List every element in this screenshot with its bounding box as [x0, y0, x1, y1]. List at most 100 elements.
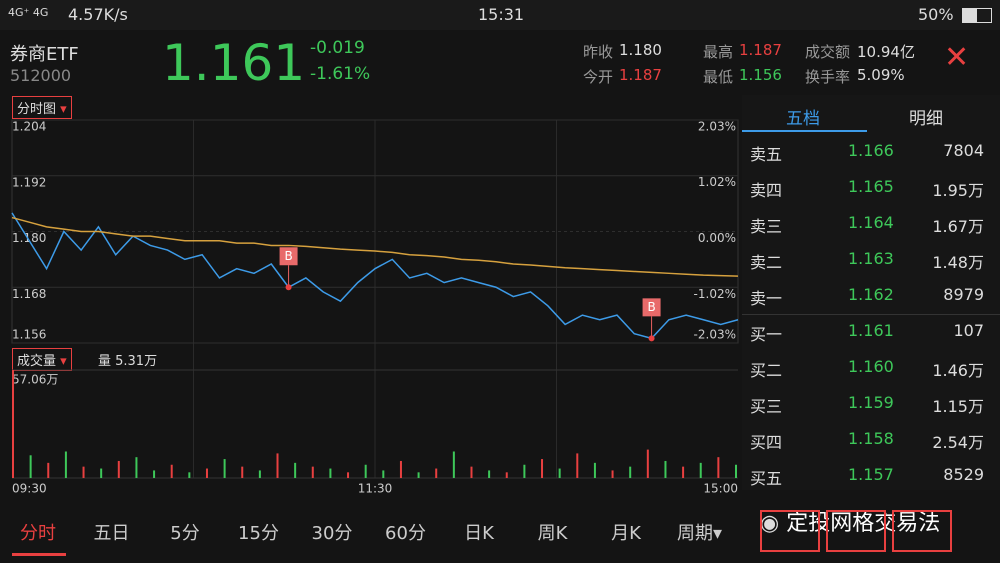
volume-bar	[294, 462, 297, 478]
book-volume: 2.54万	[932, 433, 984, 452]
chart-selector[interactable]: 分时图 ▾	[12, 96, 72, 119]
volume-bar	[117, 460, 120, 478]
volume-bar	[399, 460, 402, 478]
volume-bar	[505, 472, 508, 478]
watermark: ◉ 定投网格交易法	[760, 511, 941, 536]
volume-bar	[664, 460, 667, 478]
selector-text: 成交量	[17, 354, 57, 369]
book-tab[interactable]: 明细	[909, 109, 943, 129]
volume-bar	[593, 462, 596, 478]
book-volume: 1.15万	[932, 397, 984, 416]
book-label: 卖四	[750, 181, 783, 200]
period-tab[interactable]: 5分	[170, 523, 200, 544]
stat-value: 1.180	[619, 41, 662, 59]
volume-bar	[12, 370, 14, 478]
volume-bar	[29, 455, 32, 478]
book-tab[interactable]: 五档	[786, 109, 820, 129]
volume-bar	[646, 449, 649, 478]
battery-text: 50%	[918, 5, 954, 24]
y2-tick-label: 2.03%	[698, 120, 736, 134]
stat-label: 今开	[583, 68, 614, 86]
marker-label: B	[647, 300, 655, 314]
net-speed: 4.57K/s	[68, 5, 128, 24]
period-tab[interactable]: 周期▾	[676, 523, 723, 544]
book-panel	[742, 95, 1000, 490]
book-separator	[742, 314, 1000, 315]
volume-bar	[82, 466, 85, 478]
volume-bar	[541, 459, 544, 478]
book-label: 卖五	[750, 145, 783, 164]
period-tab[interactable]: 五日	[93, 523, 130, 544]
period-tab[interactable]: 15分	[238, 523, 279, 544]
nav-button[interactable]	[760, 510, 820, 552]
volume-bar	[735, 464, 737, 478]
volume-bar	[135, 457, 138, 478]
period-tab[interactable]: 分时	[20, 523, 56, 544]
volume-bar	[100, 468, 103, 478]
marker-box	[642, 298, 661, 317]
price-line	[11, 216, 739, 277]
stat-label: 昨收	[583, 43, 614, 61]
stock-code: 512000	[10, 66, 72, 85]
volume-bar	[435, 468, 438, 478]
y2-tick-label: 1.02%	[698, 175, 736, 189]
price: 1.161	[162, 34, 306, 92]
nav-button[interactable]	[826, 510, 886, 552]
marker-label: B	[284, 249, 292, 263]
book-price: 1.162	[848, 285, 894, 304]
change: -0.019	[310, 38, 365, 58]
volume-bar	[699, 462, 702, 478]
period-tab[interactable]: 周K	[537, 523, 568, 544]
volume-bar	[558, 468, 561, 478]
volume-bar	[205, 468, 208, 478]
y2-tick-label: 0.00%	[698, 231, 736, 245]
volume-bar	[311, 466, 314, 478]
book-price: 1.160	[848, 357, 894, 376]
x-tick-label: 09:30	[12, 482, 47, 496]
book-price: 1.164	[848, 213, 894, 232]
book-label: 买一	[750, 325, 783, 344]
y2-tick-label: -1.02%	[694, 287, 736, 301]
volume-bar	[629, 466, 632, 478]
book-label: 买五	[750, 469, 783, 488]
y-tick-label: 1.192	[12, 175, 46, 189]
volume-bar	[188, 472, 191, 478]
volume-bar	[347, 472, 350, 478]
volume-bar	[382, 470, 385, 478]
book-volume: 1.67万	[932, 217, 984, 236]
volume-bar	[717, 457, 720, 478]
volume-bar	[523, 464, 526, 478]
close-button[interactable]: ✕	[944, 40, 970, 75]
tab-underline	[742, 130, 867, 132]
book-label: 买二	[750, 361, 783, 380]
book-price: 1.165	[848, 177, 894, 196]
stat-label: 换手率	[805, 68, 851, 86]
volume-tick-label: 57.06万	[12, 373, 58, 387]
period-tab[interactable]: 60分	[385, 523, 426, 544]
book-price: 1.159	[848, 393, 894, 412]
book-price: 1.157	[848, 465, 894, 484]
x-tick-label: 11:30	[358, 482, 393, 496]
marker-dot	[285, 284, 292, 291]
status-bar	[0, 0, 1000, 30]
y-tick-label: 1.168	[12, 287, 46, 301]
volume-bar	[682, 466, 685, 478]
marker-box	[279, 247, 298, 266]
nav-button[interactable]	[892, 510, 952, 552]
book-label: 卖二	[750, 253, 783, 272]
period-tab[interactable]: 日K	[464, 523, 494, 544]
volume-bar	[276, 453, 279, 478]
volume-bar	[417, 472, 420, 478]
volume-bar	[47, 462, 50, 478]
period-tab[interactable]: 30分	[311, 523, 353, 544]
volume-bar	[170, 464, 173, 478]
stat-value: 10.94亿	[857, 43, 915, 61]
volume-bar	[364, 464, 367, 478]
y-tick-label: 1.204	[12, 120, 46, 134]
period-tab[interactable]: 月K	[611, 523, 641, 544]
book-volume: 1.95万	[932, 181, 984, 200]
volume-bar	[576, 453, 579, 478]
volume-bar	[329, 468, 332, 478]
volume-bar	[153, 470, 156, 478]
